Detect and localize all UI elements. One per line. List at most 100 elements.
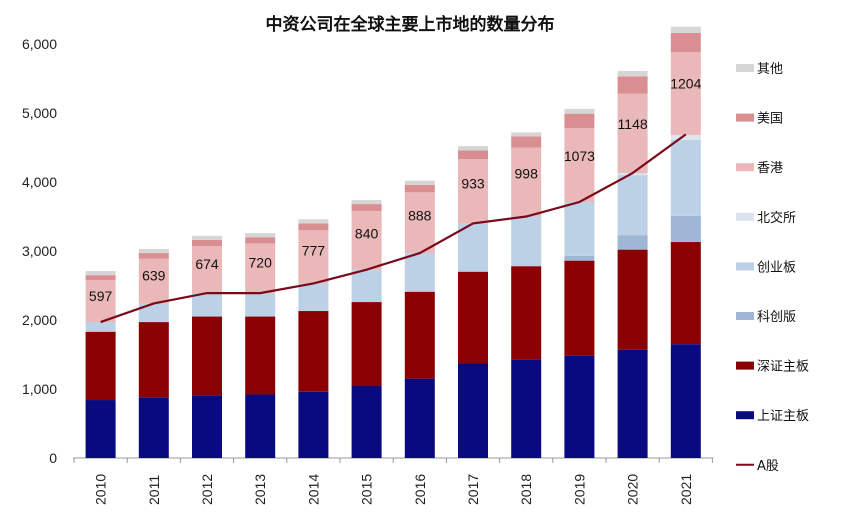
legend-label: 科创版 — [757, 310, 796, 325]
bar-segment — [404, 291, 435, 379]
bar-segment — [85, 271, 116, 276]
data-label: 674 — [195, 256, 219, 272]
bar-segment — [298, 283, 329, 312]
bar-segment — [564, 355, 595, 458]
bar-segment — [404, 378, 435, 458]
legend-label: 深证主板 — [757, 360, 809, 375]
legend-label: 香港 — [757, 161, 783, 176]
bar-segment — [351, 302, 382, 386]
bar-segment — [298, 223, 329, 231]
bar-segment — [138, 258, 169, 304]
x-tick-label: 2013 — [252, 474, 268, 505]
bar-segment — [670, 32, 701, 53]
bar-segment — [617, 175, 648, 236]
bar-segment — [192, 293, 222, 317]
bar-segment — [670, 135, 701, 140]
bars — [85, 26, 701, 458]
bar-segment — [617, 76, 648, 94]
legend-label: 其他 — [757, 62, 783, 77]
bar-segment — [351, 269, 382, 303]
bar-segment — [564, 128, 595, 203]
x-tick-label: 2018 — [518, 474, 534, 505]
data-label: 597 — [89, 288, 113, 304]
x-axis: 2010 2011 2012 2013 2014 2015 2016 2017 2018 2019… — [73, 457, 714, 505]
bar-segment — [245, 233, 276, 238]
bar-segment — [245, 394, 276, 458]
data-label: 888 — [408, 207, 432, 223]
bar-segment — [85, 322, 116, 332]
bar-segment — [458, 223, 488, 272]
bar-segment — [458, 146, 488, 151]
legend-label: 北交所 — [757, 210, 796, 226]
bar-segment — [351, 385, 382, 458]
x-tick-label: 2021 — [678, 474, 694, 505]
bar-segment — [351, 204, 382, 211]
y-tick-label: 2,000 — [22, 312, 57, 328]
bar-segment — [670, 52, 701, 136]
x-tick-label: 2011 — [146, 475, 162, 505]
bar-segment — [564, 255, 595, 261]
x-tick-label: 2012 — [199, 474, 215, 505]
legend-label: 上证主板 — [757, 409, 809, 424]
bar-segment — [351, 199, 382, 205]
bar-segment — [617, 70, 648, 77]
legend-swatch — [736, 411, 754, 420]
bar-segment — [138, 248, 169, 254]
legend-label: A股 — [757, 459, 779, 474]
x-tick-label: 2014 — [305, 474, 321, 505]
bar-segment — [138, 303, 169, 323]
bar-segment — [245, 316, 276, 395]
bar-segment — [245, 243, 276, 294]
bar-segment — [564, 108, 595, 114]
y-tick-label: 1,000 — [22, 381, 57, 397]
data-label: 1073 — [564, 148, 595, 164]
bar-segment — [298, 391, 329, 458]
bar-segment — [192, 239, 222, 247]
y-tick-label: 4,000 — [22, 174, 57, 190]
y-axis: 0 1,000 2,000 3,000 4,000 5,000 6,000 — [22, 36, 57, 466]
bar-segment — [138, 322, 169, 398]
legend-swatch — [736, 262, 754, 271]
x-tick-label: 2019 — [571, 474, 587, 505]
y-tick-label: 6,000 — [22, 36, 57, 52]
bar-segment — [511, 266, 542, 360]
data-label: 1148 — [618, 116, 648, 132]
x-tick-label: 2020 — [625, 474, 641, 505]
bar-segment — [670, 26, 701, 33]
bar-segment — [85, 279, 116, 323]
bar-segment — [192, 246, 222, 294]
x-tick-label: 2017 — [465, 474, 481, 505]
legend-swatch — [736, 361, 754, 370]
data-label: 933 — [461, 176, 485, 192]
y-tick-label: 3,000 — [22, 243, 57, 259]
bar-segment — [458, 363, 488, 458]
bar-segment — [458, 159, 488, 224]
bar-segment — [404, 184, 435, 193]
legend-swatch — [736, 64, 754, 72]
chart-title: 中资公司在全球主要上市地的数量分布 — [266, 14, 555, 35]
bar-segment — [670, 344, 701, 458]
x-tick-label: 2010 — [93, 474, 109, 505]
bar-segment — [511, 216, 542, 267]
bar-segment — [404, 192, 435, 254]
y-tick-label: 5,000 — [22, 105, 57, 121]
data-label: 720 — [249, 254, 273, 270]
bar-segment — [85, 331, 116, 401]
data-label: 1204 — [670, 76, 701, 92]
bar-segment — [245, 293, 276, 317]
bar-segment — [670, 242, 701, 345]
bar-segment — [458, 150, 488, 160]
bar-segment — [511, 132, 542, 137]
bar-segment — [617, 235, 648, 250]
x-tick-label: 2016 — [412, 474, 428, 505]
bar-segment — [192, 235, 222, 240]
bar-segment — [670, 215, 701, 243]
bar-segment — [138, 397, 169, 458]
bar-segment — [404, 253, 435, 292]
bar-segment — [511, 359, 542, 458]
legend-swatch — [736, 163, 754, 172]
bar-segment — [404, 180, 435, 185]
bar-segment — [511, 136, 542, 148]
